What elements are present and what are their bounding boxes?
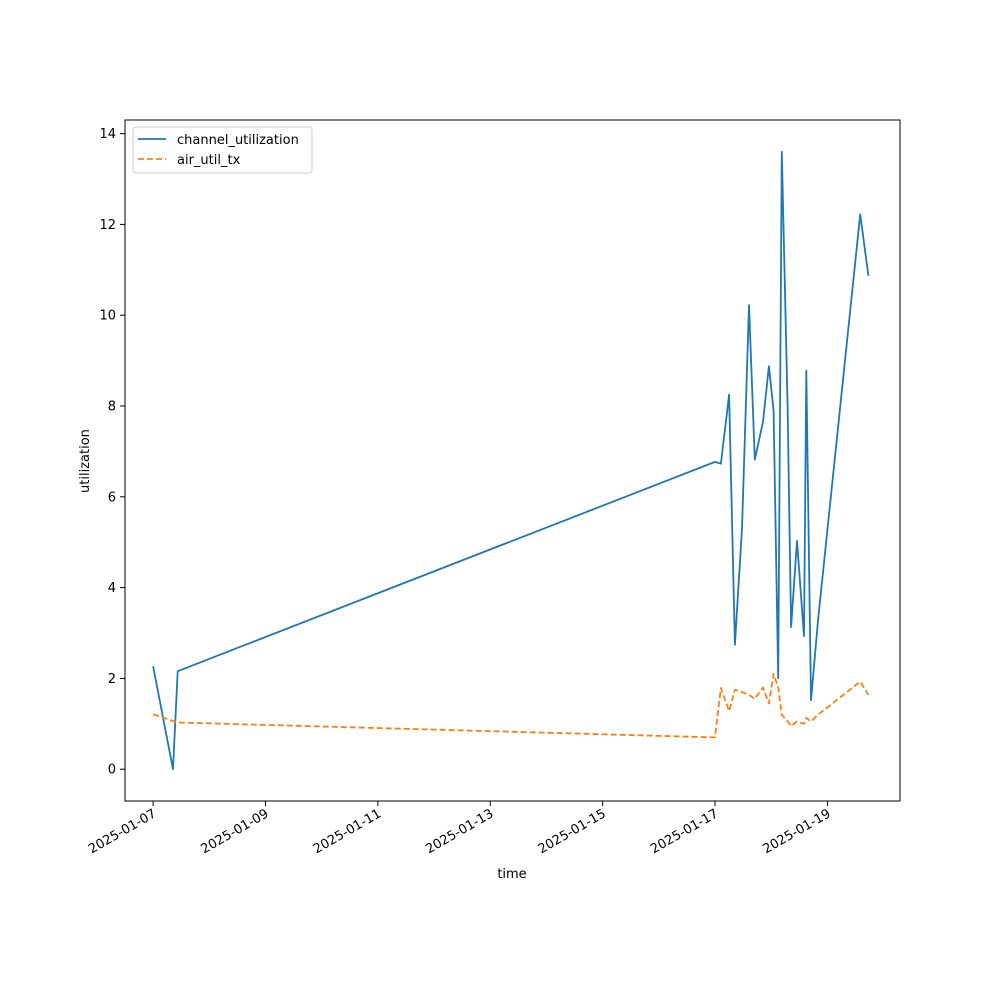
x-axis-label: time	[497, 867, 526, 882]
legend-box	[132, 126, 313, 174]
y-tick-label: 8	[108, 400, 116, 415]
plot-area	[125, 120, 900, 801]
y-tick-label: 6	[108, 490, 116, 505]
y-tick-label: 12	[99, 218, 116, 233]
legend-label-channel-utilization: channel_utilization	[177, 133, 299, 148]
series-layer	[152, 150, 870, 771]
y-tick-label: 2	[108, 672, 116, 687]
y-axis-label: utilization	[78, 429, 93, 493]
legend: channel_utilization air_util_tx	[132, 126, 313, 174]
series-line-air-util-tx	[152, 673, 870, 739]
plot-frame	[124, 119, 901, 802]
y-tick-label: 14	[99, 127, 116, 142]
y-tick-label: 0	[108, 763, 116, 778]
y-tick-label: 4	[108, 581, 116, 596]
series-line-channel-utilization	[152, 150, 870, 771]
y-tick-label: 10	[99, 309, 116, 324]
legend-label-air-util-tx: air_util_tx	[177, 153, 241, 168]
y-axis-ticks: 0 2 4 6 8 10 12 14	[99, 127, 125, 778]
